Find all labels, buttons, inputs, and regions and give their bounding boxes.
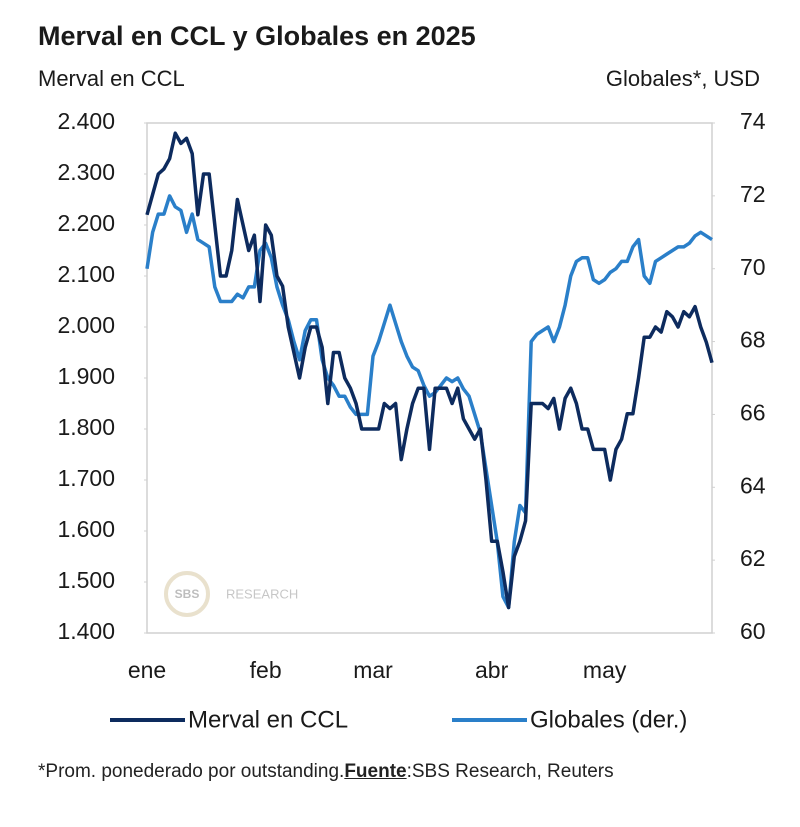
x-tick-label: ene: [128, 657, 166, 683]
series-line: [145, 194, 713, 610]
plot-frame: [146, 122, 713, 634]
watermark-text: RESEARCH: [226, 586, 298, 601]
y2-axis-label: Globales*, USD: [606, 66, 760, 91]
watermark-ring: [164, 571, 210, 617]
y-tick-label: 1.500: [57, 567, 115, 593]
chart-title: Merval en CCL y Globales en 2025: [38, 21, 476, 51]
y-tick-label: 2.400: [57, 108, 115, 134]
y-tick-label: 1.400: [57, 618, 115, 644]
y2-tick-label: 64: [740, 472, 766, 498]
y2-tick-label: 72: [740, 181, 766, 207]
watermark-logo: SBS: [175, 587, 200, 601]
chart: Merval en CCL y Globales en 2025 Merval …: [38, 21, 766, 733]
y2-tick-label: 66: [740, 400, 766, 426]
y2-tick-label: 74: [740, 108, 766, 134]
x-tick-label: feb: [250, 657, 282, 683]
legend-label: Globales (der.): [530, 706, 687, 733]
y-tick-label: 1.600: [57, 516, 115, 542]
watermark: SBS RESEARCH: [164, 571, 298, 617]
x-tick-label: may: [583, 657, 627, 683]
y-tick-label: 1.800: [57, 414, 115, 440]
y-axis-label: Merval en CCL: [38, 66, 185, 91]
y2-tick-label: 68: [740, 327, 766, 353]
source-text: :SBS Research, Reuters: [406, 761, 614, 782]
y-tick-label: 1.700: [57, 465, 115, 491]
y2-tick-label: 60: [740, 618, 766, 644]
note-text: *Prom. ponederado por outstanding.: [38, 761, 345, 782]
x-tick-label: mar: [353, 657, 393, 683]
legend-label: Merval en CCL: [188, 706, 348, 733]
footnote: *Prom. ponederado por outstanding.Fuente…: [38, 756, 728, 788]
y2-tick-label: 62: [740, 545, 766, 571]
y-tick-label: 2.000: [57, 312, 115, 338]
series-line: [145, 131, 714, 610]
y-tick-label: 2.200: [57, 210, 115, 236]
source-label: Fuente: [344, 761, 407, 782]
x-tick-label: abr: [475, 657, 509, 683]
y-tick-label: 2.300: [57, 159, 115, 185]
y2-tick-label: 70: [740, 254, 766, 280]
y-tick-label: 1.900: [57, 363, 115, 389]
y-tick-label: 2.100: [57, 261, 115, 287]
